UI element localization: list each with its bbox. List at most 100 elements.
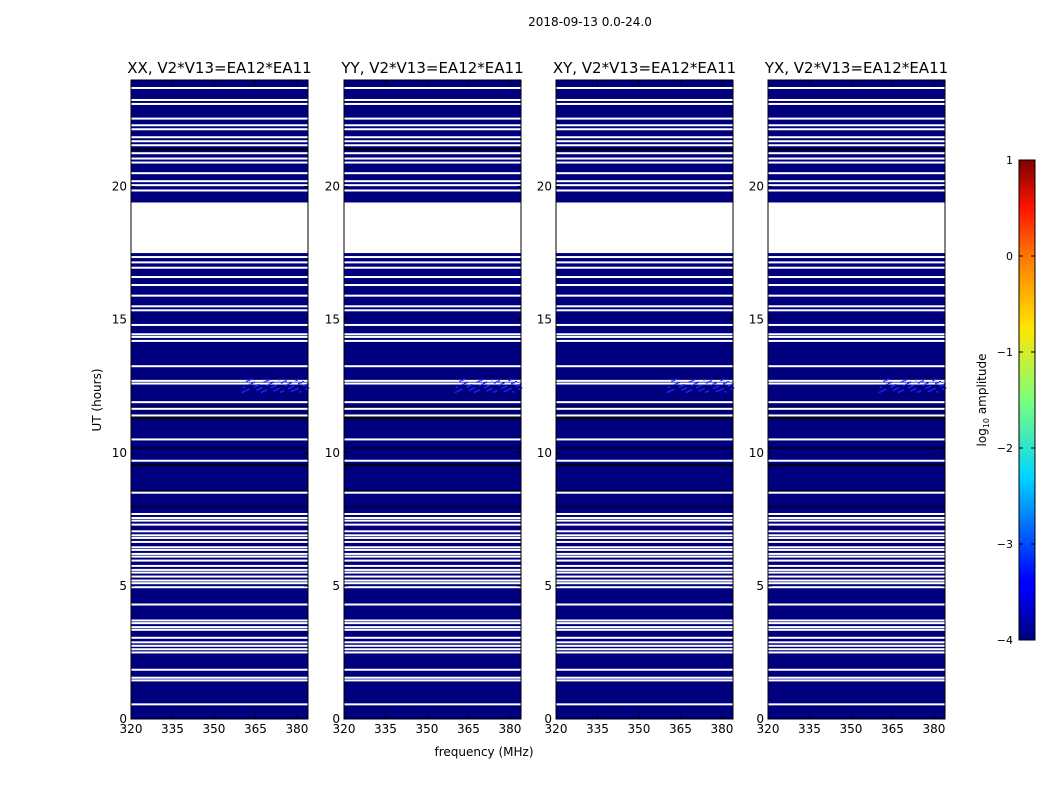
speckle	[465, 381, 468, 384]
speckle	[705, 391, 708, 393]
speckle	[691, 384, 694, 386]
speckle	[459, 380, 462, 382]
flagged-row	[556, 136, 733, 139]
speckle	[883, 380, 886, 382]
speckle	[915, 378, 918, 381]
dark-band	[344, 463, 521, 467]
flagged-row	[768, 189, 945, 192]
flagged-row	[768, 309, 945, 312]
speckle	[889, 381, 892, 384]
flagged-row	[768, 161, 945, 164]
colorbar-tick-label: −4	[997, 634, 1013, 647]
flagged-row	[556, 491, 733, 494]
flagged-row	[768, 626, 945, 629]
x-tick-label: 320	[333, 722, 356, 736]
flagged-row	[768, 582, 945, 585]
flagged-row	[131, 124, 308, 127]
colorbar-tick-label: −1	[997, 346, 1013, 359]
speckle	[926, 382, 929, 384]
flagged-row	[131, 559, 308, 562]
speckle	[695, 386, 698, 389]
speckle	[461, 383, 464, 386]
flagged-row	[768, 519, 945, 522]
flagged-row	[768, 180, 945, 183]
speckle	[260, 391, 263, 393]
speckle	[722, 378, 725, 381]
flagged-row	[768, 628, 945, 631]
flagged-row	[556, 184, 733, 187]
speckle	[246, 380, 249, 382]
flagged-row	[768, 414, 945, 417]
dark-band	[344, 447, 521, 449]
flagged-row	[768, 679, 945, 682]
flagged-row	[768, 102, 945, 105]
dark-band	[768, 415, 945, 420]
flagged-row	[344, 323, 521, 326]
speckle	[911, 384, 914, 387]
flagged-row	[344, 540, 521, 543]
speckle	[241, 391, 244, 394]
dark-band	[768, 447, 945, 449]
flagged-row	[131, 294, 308, 297]
flagged-row	[768, 636, 945, 639]
flagged-row	[131, 679, 308, 682]
speckle	[925, 387, 928, 390]
flagged-row	[768, 534, 945, 537]
dark-band	[556, 447, 733, 449]
flagged-row	[131, 414, 308, 417]
flagged-row	[556, 144, 733, 147]
flagged-row	[344, 626, 521, 629]
flagged-row	[556, 266, 733, 269]
speckle	[272, 385, 275, 388]
flagged-row	[131, 184, 308, 187]
flagged-row	[768, 676, 945, 679]
flagged-gap	[131, 202, 308, 254]
speckle	[677, 381, 680, 384]
flagged-row	[768, 530, 945, 533]
x-tick-label: 335	[161, 722, 184, 736]
speckle	[700, 388, 703, 391]
speckle	[509, 387, 512, 390]
speckle	[727, 380, 730, 383]
x-tick-label: 350	[416, 722, 439, 736]
speckle	[248, 379, 251, 382]
flagged-row	[768, 172, 945, 175]
flagged-row	[131, 523, 308, 526]
speckle	[934, 378, 937, 381]
flagged-row	[556, 256, 733, 259]
y-tick-label: 0	[332, 712, 340, 726]
y-tick-label: 20	[537, 180, 552, 194]
flagged-row	[344, 189, 521, 192]
speckle	[257, 384, 260, 386]
flagged-row	[556, 568, 733, 571]
flagged-row	[131, 98, 308, 101]
flagged-row	[556, 102, 733, 105]
flagged-row	[131, 309, 308, 312]
flagged-row	[131, 519, 308, 522]
flagged-row	[344, 575, 521, 578]
dark-band	[131, 415, 308, 420]
flagged-row	[344, 256, 521, 259]
speckle	[672, 388, 675, 391]
speckle	[518, 388, 521, 390]
flagged-row	[556, 530, 733, 533]
flagged-row	[556, 586, 733, 589]
speckle	[454, 391, 457, 394]
flagged-row	[131, 491, 308, 494]
speckle	[675, 382, 678, 385]
speckle	[697, 381, 700, 384]
dark-band	[131, 490, 308, 492]
flagged-row	[556, 540, 733, 543]
speckle	[705, 382, 708, 384]
flagged-row	[768, 335, 945, 338]
y-tick-label: 15	[112, 313, 127, 327]
flagged-row	[556, 294, 733, 297]
speckle	[295, 379, 298, 382]
speckle	[666, 391, 669, 394]
flagged-row	[768, 140, 945, 143]
y-tick-label: 5	[756, 579, 764, 593]
flagged-row	[131, 438, 308, 441]
speckle	[288, 387, 291, 390]
y-tick-label: 5	[544, 579, 552, 593]
flagged-row	[131, 305, 308, 308]
